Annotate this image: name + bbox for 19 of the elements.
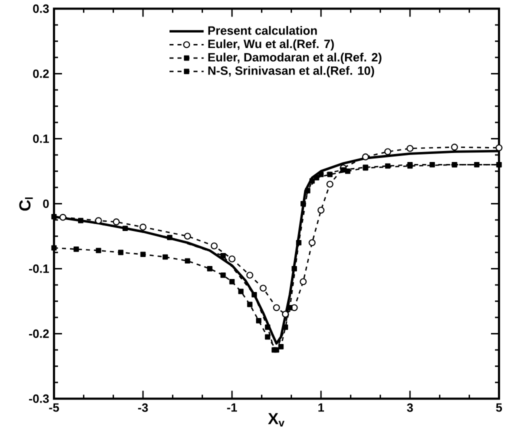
y-tick-label: -0.2 — [29, 330, 49, 338]
x-axis-title: X$_{v}$ — [268, 413, 284, 427]
x-tick-label: 3 — [406, 404, 413, 412]
y-tick-label: 0.3 — [33, 4, 49, 14]
x-tick-label: -3 — [138, 404, 148, 412]
x-tick-label: 1 — [318, 404, 324, 412]
legend-label: Present calculation — [208, 26, 317, 35]
y-tick-label: -0.3 — [29, 394, 49, 404]
legend-label: Euler, Wu et al.(Ref. 7) — [208, 40, 334, 51]
legend-label: Euler, Damodaran et al.(Ref. 2) — [208, 52, 382, 64]
y-tick-label: 0 — [43, 200, 49, 208]
x-tick-label: -5 — [49, 404, 59, 412]
y-tick-label: 0.2 — [33, 70, 49, 78]
legend-label: N-S, Srinivasan et al.(Ref. 10) — [208, 66, 374, 78]
y-axis-title: C$_{l}$ — [19, 198, 33, 211]
x-tick-label: 5 — [496, 404, 502, 412]
y-tick-label: 0.1 — [33, 134, 49, 144]
y-tick-label: -0.1 — [29, 264, 49, 274]
x-tick-label: -1 — [227, 404, 237, 412]
